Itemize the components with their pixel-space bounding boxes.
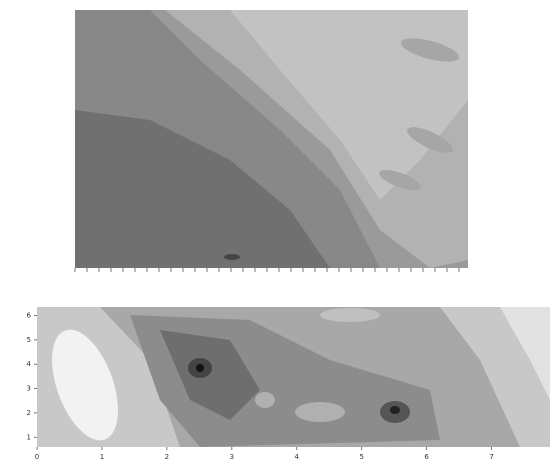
contour-band (224, 254, 240, 260)
contour-band (407, 127, 453, 153)
y-tick-label: 6 (27, 312, 32, 320)
x-tick-label: 6 (424, 453, 429, 461)
contour-band (295, 402, 345, 422)
contour-band (390, 406, 400, 414)
x-tick-label: 4 (295, 453, 300, 461)
y-tick-label: 5 (27, 336, 31, 344)
top-axis (74, 268, 460, 272)
contour-plot-top (75, 10, 468, 268)
contour-band (379, 170, 421, 190)
x-tick-label: 5 (359, 453, 363, 461)
contour-band (160, 330, 260, 420)
x-tick-label: 2 (165, 453, 169, 461)
contour-plot-bottom (37, 307, 550, 447)
contour-band (320, 308, 380, 322)
x-tick-label: 3 (230, 453, 234, 461)
contour-band (196, 364, 204, 372)
x-tick-label: 1 (100, 453, 104, 461)
contour-band (500, 307, 550, 400)
x-tick-label: 7 (489, 453, 493, 461)
y-tick-label: 4 (27, 360, 32, 368)
contour-band (52, 329, 118, 441)
x-tick-label: 0 (35, 453, 39, 461)
y-tick-label: 2 (27, 409, 31, 417)
y-tick-label: 1 (27, 433, 31, 441)
contour-band (75, 110, 330, 268)
y-tick-label: 3 (27, 385, 31, 393)
contour-band (400, 38, 460, 62)
contour-band (255, 392, 275, 408)
contour-band (230, 10, 468, 200)
